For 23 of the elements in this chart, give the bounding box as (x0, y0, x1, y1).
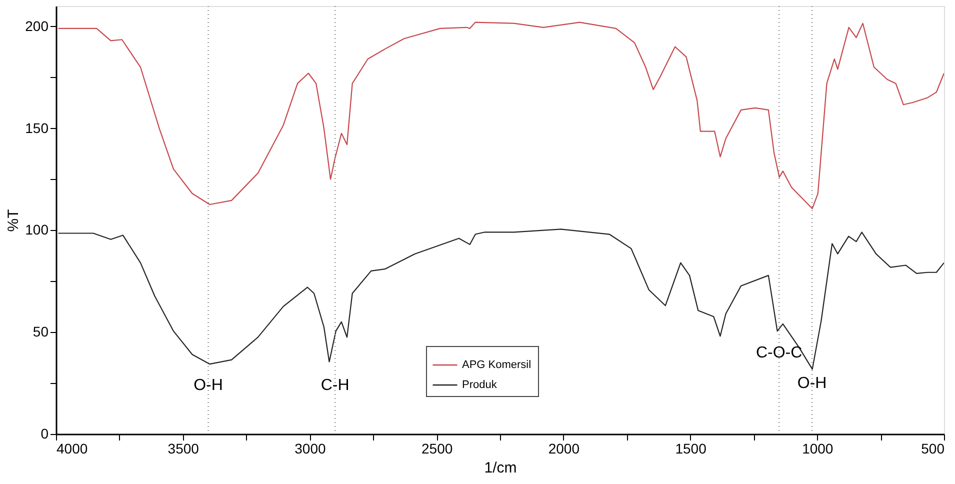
legend-label: Produk (462, 379, 498, 391)
y-tick-label: 50 (32, 324, 49, 340)
line-series (58, 228, 944, 370)
x-tick-label: 1500 (675, 440, 707, 456)
line-series (58, 22, 944, 210)
x-tick-label: 2500 (421, 440, 453, 456)
y-tick-label: 150 (25, 120, 49, 136)
x-axis-title: 1/cm (484, 460, 517, 476)
annotation: C-H (320, 377, 350, 394)
x-tick-label: 2000 (548, 440, 580, 456)
annotation: O-H (194, 377, 223, 394)
x-tick-label: 1000 (802, 440, 834, 456)
y-tick-label: 100 (25, 222, 49, 238)
x-tick-label: 4000 (56, 440, 88, 456)
x-tick-label: 500 (921, 440, 945, 456)
legend-label: APG Komersil (462, 359, 532, 371)
x-tick-label: 3000 (294, 440, 326, 456)
annotation: O-H (797, 375, 827, 392)
y-axis-title: %T (5, 209, 22, 232)
x-tick-label: 3500 (168, 440, 200, 456)
y-tick-label: 0 (40, 426, 49, 442)
annotation: C-O-C (756, 344, 802, 362)
y-tick-label: 200 (25, 18, 49, 34)
